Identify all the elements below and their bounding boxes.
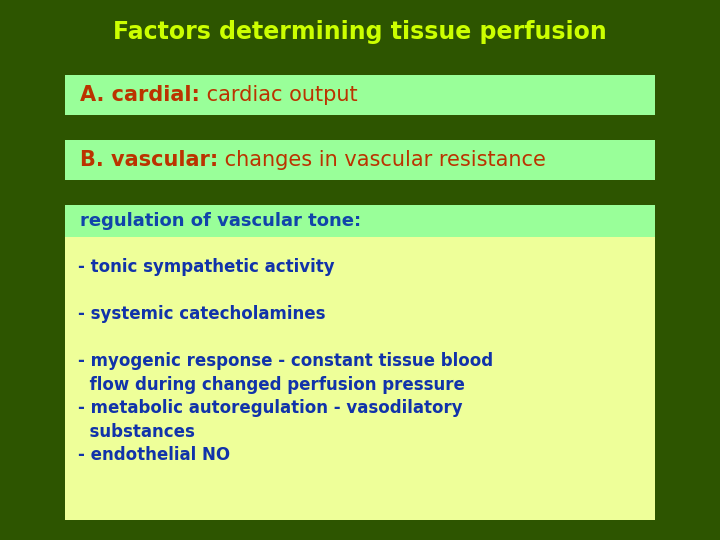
Bar: [65, 75, 655, 115]
Text: cardiac output: cardiac output: [200, 85, 358, 105]
Text: - myogenic response - constant tissue blood
  flow during changed perfusion pres: - myogenic response - constant tissue bl…: [78, 352, 493, 394]
Text: - tonic sympathetic activity: - tonic sympathetic activity: [78, 258, 335, 276]
Text: - systemic catecholamines: - systemic catecholamines: [78, 305, 325, 323]
Text: A. cardial:: A. cardial:: [80, 85, 200, 105]
Bar: [65, 205, 655, 237]
Text: regulation of vascular tone:: regulation of vascular tone:: [80, 212, 361, 230]
Text: B. vascular:: B. vascular:: [80, 150, 218, 170]
Text: Factors determining tissue perfusion: Factors determining tissue perfusion: [113, 20, 607, 44]
Text: - endothelial NO: - endothelial NO: [78, 446, 230, 464]
Bar: [65, 140, 655, 180]
Text: changes in vascular resistance: changes in vascular resistance: [218, 150, 546, 170]
Bar: [65, 205, 655, 520]
Text: - metabolic autoregulation - vasodilatory
  substances: - metabolic autoregulation - vasodilator…: [78, 399, 463, 441]
